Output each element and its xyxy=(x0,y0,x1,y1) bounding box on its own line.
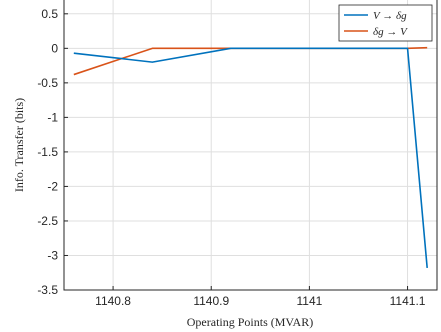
y-axis-label: Info. Transfer (bits) xyxy=(12,98,26,192)
plot-area xyxy=(64,0,437,290)
axes xyxy=(63,0,438,291)
y-tick-label-0-5: -0.5 xyxy=(37,76,58,90)
x-tick-label-1141-1: 1141.1 xyxy=(390,294,426,308)
y-tick-label-1: -1 xyxy=(47,110,58,124)
legend: V → δg δg → V xyxy=(338,4,433,42)
plot-frame xyxy=(63,0,438,291)
x-tick-label-1140-8: 1140.8 xyxy=(95,294,131,308)
x-tick-label-1140-9: 1140.9 xyxy=(193,294,229,308)
y-tick-label-3: -3 xyxy=(47,248,58,262)
x-ticks: 1140.8 1140.9 1141 1141.1 xyxy=(95,286,426,308)
series-line-v-to-delta-g xyxy=(73,47,428,268)
legend-box xyxy=(338,4,433,42)
series-layer xyxy=(73,46,428,268)
y-ticks: 0.5 0 -0.5 -1 -1.5 -2 -2.5 -3 -3.5 xyxy=(37,7,68,297)
y-tick-label-2: -2 xyxy=(47,179,58,193)
y-tick-label-0-5: 0.5 xyxy=(41,7,58,21)
y-tick-label-2-5: -2.5 xyxy=(37,214,58,228)
y-tick-label-1-5: -1.5 xyxy=(37,145,58,159)
y-tick-label-0: 0 xyxy=(51,41,58,55)
y-tick-label-3-5: -3.5 xyxy=(37,283,58,297)
x-tick-label-1141: 1141 xyxy=(296,294,322,308)
legend-label-delta-g-to-v: δg → V xyxy=(373,26,408,38)
legend-label-v-to-delta-g: V → δg xyxy=(373,10,407,22)
x-axis-label: Operating Points (MVAR) xyxy=(187,315,313,329)
